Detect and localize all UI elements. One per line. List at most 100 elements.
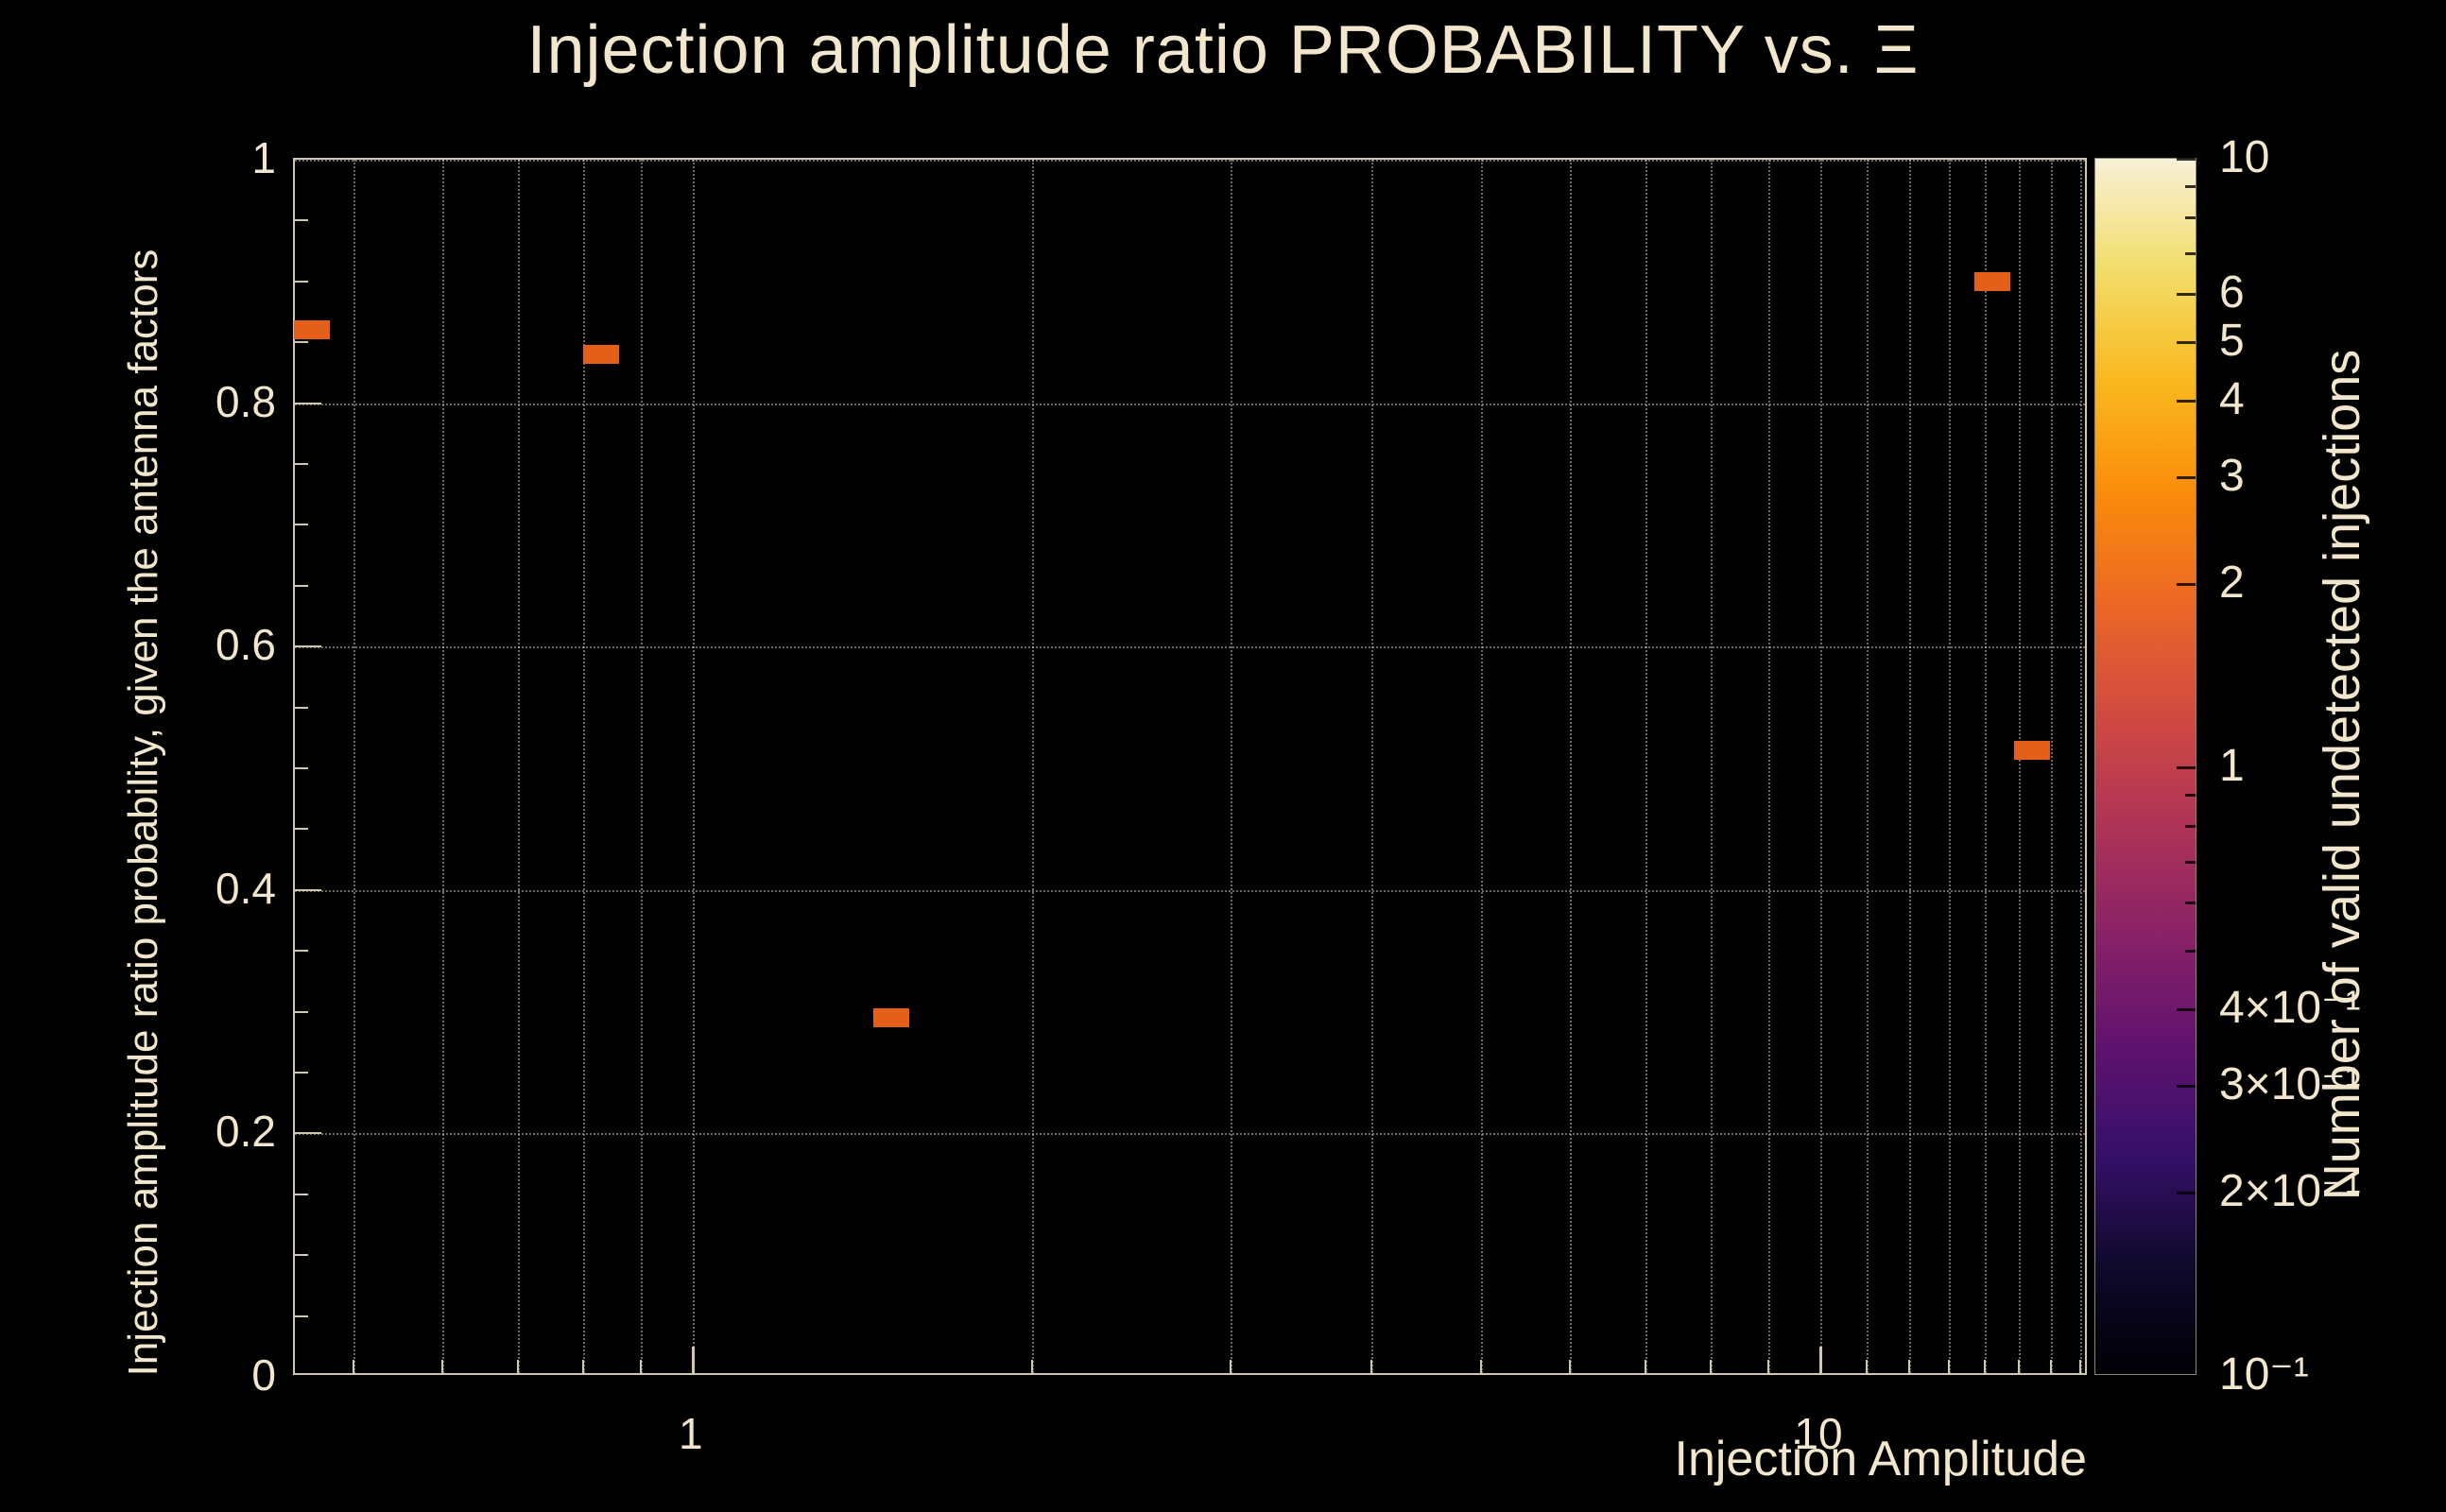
x-gridline xyxy=(1768,160,1771,1373)
y-gridline xyxy=(295,160,2085,162)
x-minor-tick xyxy=(1645,1360,1647,1373)
y-minor-tick xyxy=(295,1254,308,1257)
colorbar-tick-label: 3 xyxy=(2219,450,2245,501)
x-gridline xyxy=(2079,160,2082,1373)
x-gridline xyxy=(1985,160,1988,1373)
x-gridline xyxy=(1031,160,1034,1373)
x-tick-label: 1 xyxy=(678,1409,703,1458)
data-point xyxy=(2013,740,2050,760)
x-gridline xyxy=(1909,160,1912,1373)
data-point xyxy=(583,345,620,365)
y-gridline xyxy=(295,646,2085,649)
x-minor-tick xyxy=(2049,1360,2052,1373)
x-gridline xyxy=(2050,160,2053,1373)
x-minor-tick xyxy=(1767,1360,1770,1373)
y-gridline xyxy=(295,403,2085,405)
colorbar-minor-tick xyxy=(2185,860,2196,864)
x-minor-tick xyxy=(352,1360,354,1373)
y-tick-label: 0.2 xyxy=(215,1107,276,1157)
colorbar-major-tick xyxy=(2177,292,2196,296)
colorbar-tick-label: 2 xyxy=(2219,558,2245,609)
colorbar-tick-label: 2×10⁻¹ xyxy=(2219,1166,2361,1217)
colorbar-tick-label: 5 xyxy=(2219,315,2245,366)
x-gridline xyxy=(692,160,695,1373)
x-gridline xyxy=(442,160,445,1373)
y-tick-label: 1 xyxy=(251,133,276,182)
x-minor-tick xyxy=(1947,1360,1950,1373)
x-gridline xyxy=(517,160,520,1373)
y-tick-label: 0.6 xyxy=(215,620,276,670)
colorbar-major-tick xyxy=(2177,766,2196,769)
colorbar-major-tick xyxy=(2177,1008,2196,1012)
x-minor-tick xyxy=(640,1360,643,1373)
chart-title: Injection amplitude ratio PROBABILITY vs… xyxy=(526,12,1920,88)
y-minor-tick xyxy=(295,706,308,709)
colorbar-tick-label: 6 xyxy=(2219,266,2245,318)
colorbar-major-tick xyxy=(2177,1084,2196,1088)
colorbar-major-tick xyxy=(2177,158,2196,161)
colorbar-minor-tick xyxy=(2185,216,2196,220)
x-minor-tick xyxy=(1908,1360,1911,1373)
colorbar-major-tick xyxy=(2177,400,2196,404)
x-minor-tick xyxy=(1479,1360,1482,1373)
y-minor-tick xyxy=(295,1314,308,1317)
data-point xyxy=(294,320,331,340)
y-minor-tick xyxy=(295,828,308,831)
x-gridline xyxy=(353,160,355,1373)
y-tick-label: 0.8 xyxy=(215,376,276,426)
y-major-tick xyxy=(295,1132,321,1135)
x-minor-tick xyxy=(1030,1360,1033,1373)
colorbar-major-tick xyxy=(2177,340,2196,344)
y-minor-tick xyxy=(295,280,308,283)
y-minor-tick xyxy=(295,463,308,465)
colorbar-tick-label: 4 xyxy=(2219,374,2245,425)
y-minor-tick xyxy=(295,341,308,344)
x-minor-tick xyxy=(582,1360,585,1373)
x-gridline xyxy=(1711,160,1714,1373)
x-axis-title: Injection Amplitude xyxy=(1674,1432,2088,1486)
x-minor-tick xyxy=(1569,1360,1572,1373)
colorbar-major-tick xyxy=(2177,1192,2196,1195)
colorbar-minor-tick xyxy=(2185,949,2196,953)
x-gridline xyxy=(1819,160,1822,1373)
colorbar-minor-tick xyxy=(2185,251,2196,255)
x-gridline xyxy=(1231,160,1233,1373)
colorbar-major-tick xyxy=(2177,1375,2196,1378)
y-minor-tick xyxy=(295,1193,308,1195)
y-minor-tick xyxy=(295,524,308,526)
x-gridline xyxy=(2019,160,2022,1373)
x-minor-tick xyxy=(516,1360,519,1373)
y-tick-label: 0 xyxy=(251,1350,276,1400)
colorbar-major-tick xyxy=(2177,475,2196,479)
y-minor-tick xyxy=(295,1010,308,1013)
y-tick-label: 0.4 xyxy=(215,863,276,913)
colorbar-tick-label: 4×10⁻¹ xyxy=(2219,983,2361,1034)
y-major-tick xyxy=(295,645,321,648)
colorbar-minor-tick xyxy=(2185,901,2196,904)
colorbar-tick-label: 10⁻¹ xyxy=(2219,1349,2309,1400)
x-gridline xyxy=(583,160,586,1373)
x-major-tick xyxy=(1818,1347,1822,1373)
plot-area xyxy=(293,158,2087,1375)
x-gridline xyxy=(1570,160,1573,1373)
colorbar-major-tick xyxy=(2177,583,2196,587)
x-gridline xyxy=(641,160,644,1373)
colorbar-minor-tick xyxy=(2185,825,2196,829)
colorbar-tick-label: 1 xyxy=(2219,741,2245,791)
x-minor-tick xyxy=(1984,1360,1987,1373)
colorbar-tick-label: 10 xyxy=(2219,132,2270,182)
x-minor-tick xyxy=(1866,1360,1869,1373)
y-minor-tick xyxy=(295,219,308,222)
y-minor-tick xyxy=(295,950,308,953)
x-minor-tick xyxy=(2078,1360,2081,1373)
x-minor-tick xyxy=(2018,1360,2021,1373)
y-major-tick xyxy=(295,402,321,404)
colorbar-minor-tick xyxy=(2185,794,2196,798)
y-gridline xyxy=(295,889,2085,892)
x-major-tick xyxy=(691,1347,695,1373)
data-point xyxy=(872,1008,909,1028)
data-point xyxy=(1973,271,2010,291)
x-minor-tick xyxy=(441,1360,444,1373)
x-gridline xyxy=(1371,160,1374,1373)
